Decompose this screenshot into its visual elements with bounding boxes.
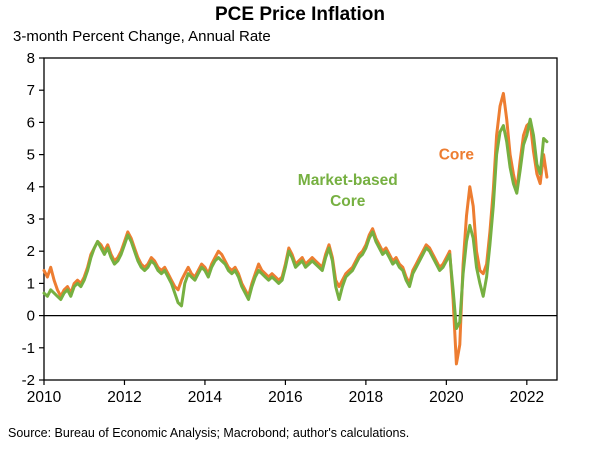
y-tick-label: 7 [27,82,35,99]
chart-subtitle: 3-month Percent Change, Annual Rate [13,28,271,45]
x-tick-label: 2020 [429,389,464,406]
x-tick-label: 2010 [27,389,62,406]
x-tick-label: 2022 [510,389,544,406]
series-label: Core [439,146,475,163]
y-tick-label: -2 [22,372,35,389]
y-tick-label: 8 [27,50,35,67]
y-tick-label: 5 [27,147,35,164]
x-tick-label: 2014 [188,389,223,406]
market-based-core-line [42,117,549,330]
x-tick-label: 2016 [268,389,302,406]
y-tick-label: -1 [22,340,35,357]
y-tick-label: 1 [27,275,35,292]
series-label: Core [330,193,366,210]
y-tick-label: 4 [27,179,35,196]
y-tick-label: 3 [27,211,35,228]
source-note: Source: Bureau of Economic Analysis; Mac… [8,426,410,440]
chart-title: PCE Price Inflation [215,4,385,25]
y-tick-label: 2 [27,243,35,260]
y-tick-label: 6 [27,114,35,131]
series-label: Market-based [298,172,398,189]
x-tick-label: 2018 [349,389,383,406]
x-tick-label: 2012 [107,389,141,406]
y-tick-label: 0 [27,308,35,325]
plot-frame [43,57,558,381]
